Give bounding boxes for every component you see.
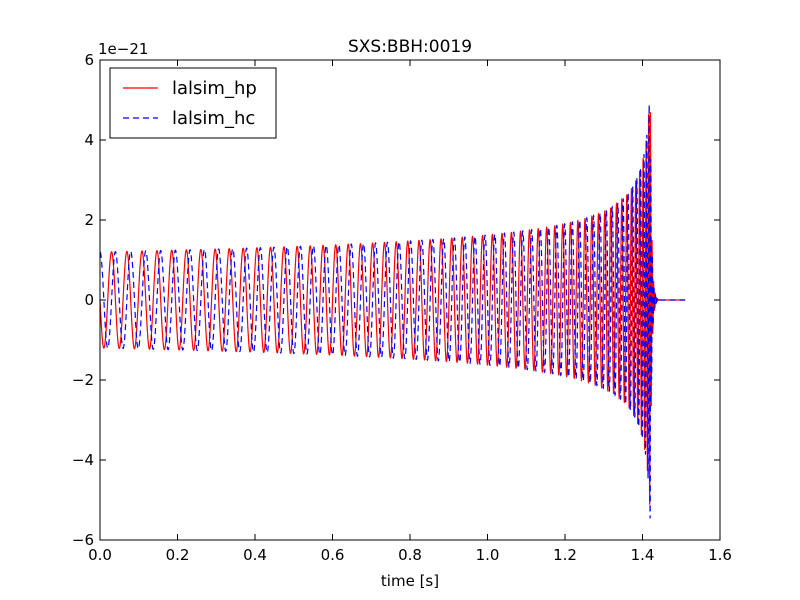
y-tick-label: −2	[72, 371, 94, 389]
x-tick-label: 1.2	[553, 546, 577, 564]
x-tick-label: 1.6	[708, 546, 732, 564]
y-offset-label: 1e−21	[98, 40, 148, 58]
x-tick-label: 0.6	[321, 546, 345, 564]
x-tick-label: 0.4	[243, 546, 267, 564]
axis-ticks: 0.0 0.2 0.4 0.6 0.8 1.0 1.2 1.4 1.6 −6 −4 −2 0 2 4 6	[72, 51, 732, 564]
x-tick-label: 1.4	[631, 546, 655, 564]
plot-lines	[99, 104, 686, 519]
legend-box	[109, 67, 277, 139]
legend-label-hp: lalsim_hp	[172, 78, 257, 99]
y-tick-label: −4	[72, 451, 94, 469]
legend-label-hc: lalsim_hc	[172, 108, 255, 129]
x-axis-label: time [s]	[381, 572, 439, 590]
y-tick-label: −6	[72, 531, 94, 549]
legend: lalsim_hp lalsim_hc	[109, 67, 277, 139]
x-tick-label: 1.0	[476, 546, 500, 564]
y-tick-label: 0	[84, 291, 94, 309]
y-tick-label: 6	[84, 51, 94, 69]
chart-title: SXS:BBH:0019	[348, 37, 472, 57]
series-line-lalsim_hc	[99, 104, 686, 519]
series-line-lalsim_hp	[99, 112, 686, 505]
x-tick-label: 0.0	[88, 546, 112, 564]
y-tick-label: 4	[84, 131, 94, 149]
x-tick-label: 0.8	[398, 546, 422, 564]
y-tick-label: 2	[84, 211, 94, 229]
x-tick-label: 0.2	[166, 546, 190, 564]
